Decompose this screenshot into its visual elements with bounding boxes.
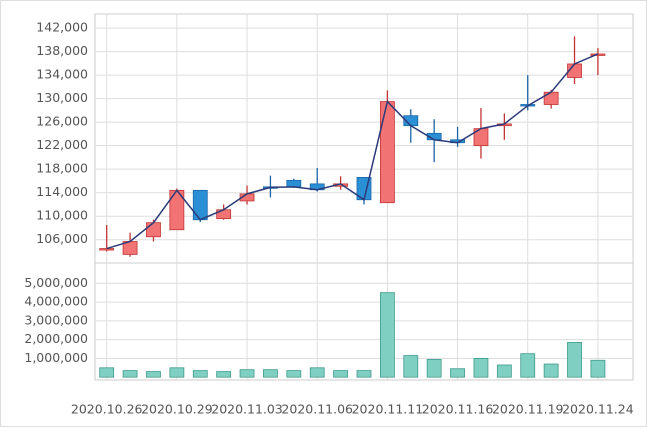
y-tick-label: 126,000 — [36, 114, 88, 129]
y-tick-label: 106,000 — [36, 231, 88, 246]
y-tick-label: 134,000 — [36, 67, 88, 82]
y-tick-label: 130,000 — [36, 90, 88, 105]
price-panel — [94, 13, 634, 266]
volume-bar — [496, 364, 512, 378]
volume-bar — [309, 367, 325, 378]
candle-body — [146, 222, 161, 238]
volume-bar — [567, 342, 582, 378]
y-tick-label: 2,000,000 — [24, 331, 88, 346]
candle-body — [99, 248, 115, 251]
y-tick-label: 118,000 — [36, 161, 88, 176]
volume-bar — [99, 367, 115, 378]
volume-bar — [286, 370, 302, 378]
y-tick-label: 142,000 — [36, 20, 88, 35]
candle-body — [379, 101, 395, 204]
volume-bar — [146, 371, 161, 378]
x-tick-label: 2020.10.26 — [71, 402, 143, 417]
volume-bar — [239, 369, 255, 378]
x-tick-label: 2020.11.24 — [562, 402, 634, 417]
volume-panel — [94, 262, 634, 381]
volume-bar — [473, 358, 489, 378]
x-tick-label: 2020.11.06 — [281, 402, 353, 417]
volume-bar — [333, 370, 349, 378]
volume-bar — [263, 369, 278, 378]
candle-body — [286, 179, 302, 188]
volume-bar — [192, 370, 208, 378]
volume-bar — [379, 292, 395, 378]
y-tick-label: 5,000,000 — [24, 275, 88, 290]
volume-bar — [520, 353, 536, 378]
x-tick-label: 2020.11.19 — [492, 402, 564, 417]
x-tick-label: 2020.11.16 — [422, 402, 494, 417]
volume-bar — [122, 370, 138, 378]
volume-bar — [169, 367, 185, 378]
y-tick-label: 122,000 — [36, 137, 88, 152]
volume-bar — [403, 355, 419, 378]
volume-bar — [216, 371, 232, 378]
y-tick-label: 138,000 — [36, 43, 88, 58]
volume-bar — [450, 368, 465, 378]
volume-bar — [356, 370, 372, 378]
close-line — [106, 53, 599, 250]
y-tick-label: 110,000 — [36, 208, 88, 223]
volume-bar — [590, 359, 606, 378]
volume-bar — [543, 363, 559, 378]
y-tick-label: 114,000 — [36, 184, 88, 199]
y-tick-label: 1,000,000 — [24, 350, 88, 365]
volume-bar — [426, 358, 442, 378]
x-tick-label: 2020.10.29 — [141, 402, 213, 417]
x-tick-label: 2020.11.11 — [352, 402, 424, 417]
candle-body — [192, 189, 208, 221]
y-tick-label: 3,000,000 — [24, 312, 88, 327]
x-tick-label: 2020.11.03 — [211, 402, 283, 417]
candle-body — [543, 91, 559, 105]
y-tick-label: 4,000,000 — [24, 294, 88, 309]
